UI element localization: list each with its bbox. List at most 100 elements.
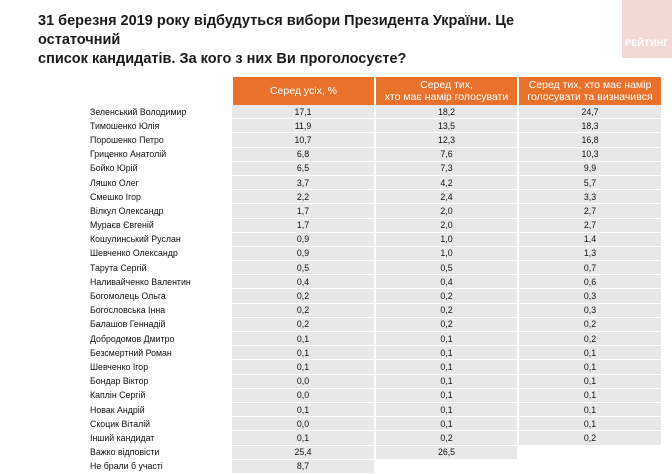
value-decided: 0,1 [518, 402, 663, 418]
value-decided: 1,4 [518, 232, 663, 247]
logo-text: РЕЙТИНГ [624, 38, 670, 48]
value-all: 0,2 [232, 317, 376, 333]
candidate-name: Балашов Геннадій [88, 317, 232, 333]
table-row: Вілкул Олександр 1,7 2,0 2,7 [88, 203, 663, 219]
table-row: Каплін Сергій 0,0 0,1 0,1 [88, 388, 663, 403]
candidate-name: Бондар Віктор [88, 374, 232, 389]
table-row: Богословська Інна 0,2 0,2 0,3 [88, 303, 663, 318]
value-intend: 0,1 [375, 416, 519, 432]
candidate-name: Важко відповісти [88, 445, 232, 460]
table-row: Тимошенко Юлія 11,9 13,5 18,3 [88, 118, 663, 134]
candidate-name: Гриценко Анатолій [88, 147, 232, 162]
value-decided: 9,9 [518, 161, 663, 176]
table-row: Бойко Юрій 6,5 7,3 9,9 [88, 161, 663, 176]
value-all: 0,9 [232, 246, 376, 262]
value-decided: 10,3 [518, 147, 663, 162]
value-intend: 0,1 [375, 359, 519, 375]
value-all: 0,1 [232, 345, 376, 361]
value-decided: 0,3 [518, 303, 663, 318]
header-all-line-1: Серед усіх, % [269, 85, 338, 97]
candidate-name: Ляшко Олег [88, 175, 232, 191]
value-all: 6,5 [232, 161, 376, 176]
value-intend: 2,0 [375, 218, 519, 233]
candidate-name: Тимошенко Юлія [88, 118, 232, 134]
table-row: Шевченко Олександр 0,9 1,0 1,3 [88, 246, 663, 262]
header-decided-line-2: голосувати та визначився [527, 91, 653, 103]
table-body: Зеленський Володимир 17,1 18,2 24,7 Тимошенк… [88, 105, 663, 474]
value-intend: 0,5 [375, 260, 519, 276]
value-decided: 16,8 [518, 132, 663, 148]
value-intend: 13,5 [375, 118, 519, 134]
value-intend: 2,4 [375, 189, 519, 205]
candidate-name: Шевченко Олександр [88, 246, 232, 262]
value-intend: 18,2 [375, 105, 519, 120]
value-intend: 0,2 [375, 317, 519, 333]
value-intend: 26,5 [375, 445, 519, 460]
value-all: 10,7 [232, 132, 376, 148]
table-row: Зеленський Володимир 17,1 18,2 24,7 [88, 105, 663, 120]
candidate-name: Скоцик Віталій [88, 416, 232, 432]
candidate-name: Тарута Сергій [88, 260, 232, 276]
table-row: Не брали б участі 8,7 [88, 459, 663, 474]
value-decided: 3,3 [518, 189, 663, 205]
candidate-name: Добродомов Дмитро [88, 331, 232, 347]
table-header-row: Серед усіх, % Серед тих, хто має намір г… [88, 77, 663, 105]
candidate-name: Безсмертний Роман [88, 345, 232, 361]
table-row: Новак Андрій 0,1 0,1 0,1 [88, 402, 663, 418]
value-decided: 2,7 [518, 218, 663, 233]
value-intend: 7,3 [375, 161, 519, 176]
table-row: Тарута Сергій 0,5 0,5 0,7 [88, 260, 663, 276]
table-row: Добродомов Дмитро 0,1 0,1 0,2 [88, 331, 663, 347]
value-decided: 0,2 [518, 430, 663, 446]
value-intend: 0,1 [375, 402, 519, 418]
value-decided: 0,6 [518, 274, 663, 290]
value-all: 1,7 [232, 203, 376, 219]
value-all: 1,7 [232, 218, 376, 233]
value-decided: 1,3 [518, 246, 663, 262]
value-decided: 0,1 [518, 345, 663, 361]
value-decided: 18,3 [518, 118, 663, 134]
candidate-name: Новак Андрій [88, 402, 232, 418]
value-decided: 24,7 [518, 105, 663, 120]
value-intend: 7,6 [375, 147, 519, 162]
value-all: 0,5 [232, 260, 376, 276]
header-decided: Серед тих, хто має намір голосувати та в… [518, 77, 663, 105]
value-intend: 0,4 [375, 274, 519, 290]
candidate-name: Порошенко Петро [88, 132, 232, 148]
table-row: Наливайченко Валентин 0,4 0,4 0,6 [88, 274, 663, 290]
value-decided: 0,1 [518, 359, 663, 375]
value-all: 0,1 [232, 331, 376, 347]
candidate-name: Богомолець Ольга [88, 288, 232, 304]
value-all: 0,4 [232, 274, 376, 290]
table-row: Важко відповісти 25,4 26,5 [88, 445, 663, 460]
header-all: Серед усіх, % [232, 77, 376, 105]
table-row: Балашов Геннадій 0,2 0,2 0,2 [88, 317, 663, 333]
candidate-name: Не брали б участі [88, 459, 232, 474]
value-all: 0,0 [232, 374, 376, 389]
value-decided [518, 459, 663, 474]
header-intend-line-1: Серед тих, [420, 79, 473, 91]
candidate-name: Бойко Юрій [88, 161, 232, 176]
value-all: 0,0 [232, 388, 376, 403]
value-intend: 0,1 [375, 331, 519, 347]
candidate-name: Вілкул Олександр [88, 203, 232, 219]
title-line-1: 31 березня 2019 року відбудуться вибори … [38, 13, 515, 48]
value-all: 25,4 [232, 445, 376, 460]
candidate-name: Шевченко Ігор [88, 359, 232, 375]
candidate-name: Зеленський Володимир [88, 105, 232, 120]
table-row: Бондар Віктор 0,0 0,1 0,1 [88, 374, 663, 389]
table-row: Скоцик Віталій 0,0 0,1 0,1 [88, 416, 663, 432]
value-intend: 0,2 [375, 288, 519, 304]
title-line-2: список кандидатів. За кого з них Ви прог… [38, 51, 407, 67]
value-decided: 0,3 [518, 288, 663, 304]
value-intend: 0,1 [375, 388, 519, 403]
value-intend: 4,2 [375, 175, 519, 191]
value-all: 0,2 [232, 288, 376, 304]
candidate-name: Інший кандидат [88, 430, 232, 446]
value-decided: 0,1 [518, 416, 663, 432]
value-intend: 0,1 [375, 374, 519, 389]
value-all: 6,8 [232, 147, 376, 162]
value-decided [518, 445, 663, 460]
value-intend: 0,1 [375, 345, 519, 361]
table-row: Кошулинський Руслан 0,9 1,0 1,4 [88, 232, 663, 247]
